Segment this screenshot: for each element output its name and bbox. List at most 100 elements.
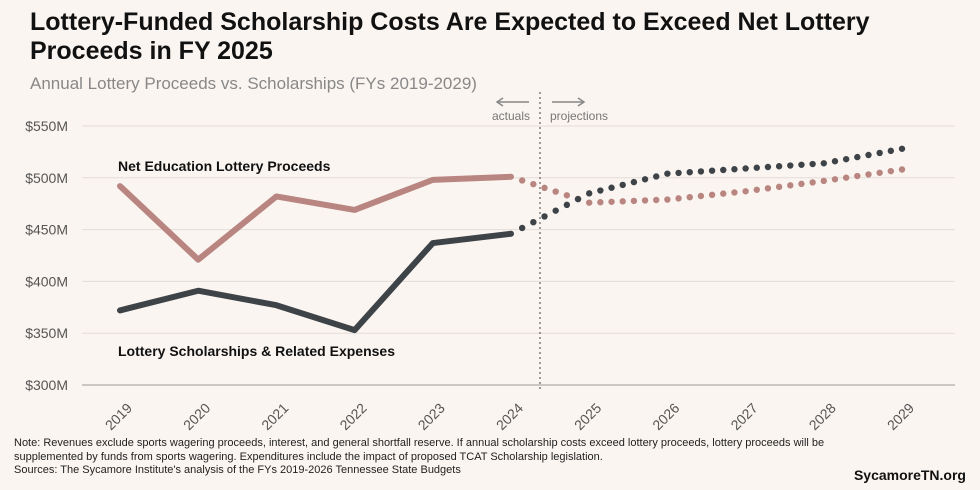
series-dot-projected-1 <box>742 165 749 172</box>
x-tick-label: 2029 <box>884 400 917 433</box>
x-tick-label: 2024 <box>493 400 526 433</box>
series-dot-projected-0 <box>742 188 749 195</box>
series-dot-projected-1 <box>753 164 760 171</box>
series-dot-projected-0 <box>831 176 839 183</box>
series-dot-projected-0 <box>608 198 615 205</box>
series-dot-projected-1 <box>865 151 872 159</box>
x-tick-label: 2022 <box>336 400 369 433</box>
series-dot-projected-1 <box>630 178 638 186</box>
series-dot-projected-0 <box>798 180 805 188</box>
series-dot-projected-0 <box>586 199 593 206</box>
series-dot-projected-1 <box>619 181 626 189</box>
series-dot-projected-0 <box>787 182 794 189</box>
series-dot-projected-0 <box>641 197 649 204</box>
series-dot-projected-0 <box>552 188 559 195</box>
series-dot-projected-1 <box>608 184 615 191</box>
note-line-3: Sources: The Sycamore Institute's analys… <box>14 464 461 476</box>
series-dot-projected-0 <box>664 196 671 203</box>
actuals-label: actuals <box>492 109 530 123</box>
series-dot-projected-0 <box>675 195 682 202</box>
x-tick-label: 2019 <box>102 400 135 433</box>
series-dot-projected-0 <box>653 196 660 204</box>
footnote: Note: Revenues exclude sports wagering p… <box>14 437 974 478</box>
x-axis-ticks: 2019 2020 2021 2022 2023 2024 2025 2026 2027 2028… <box>102 400 917 433</box>
series-dot-projected-1 <box>708 167 716 174</box>
y-tick-label: $350M <box>25 325 68 341</box>
series-dot-projected-0 <box>854 172 861 180</box>
projections-label: projections <box>550 109 608 123</box>
series-dot-projected-0 <box>865 171 872 178</box>
series-dot-projected-0 <box>731 189 738 196</box>
y-axis-ticks: $300M $350M $400M $450M $500M $550M <box>25 118 68 393</box>
series-dot-projected-0 <box>876 169 883 176</box>
series-dot-projected-0 <box>630 197 638 205</box>
x-tick-label: 2025 <box>571 400 604 433</box>
series-dot-projected-0 <box>597 199 604 206</box>
series-dot-projected-0 <box>563 192 571 199</box>
series-dot-projected-1 <box>697 168 705 175</box>
series-dot-projected-1 <box>854 153 861 161</box>
series-dot-projected-0 <box>518 177 526 184</box>
series-label-scholarships: Lottery Scholarships & Related Expenses <box>118 343 395 359</box>
series-dot-projected-1 <box>798 161 805 168</box>
series-dot-projected-1 <box>731 166 738 173</box>
chart-title: Lottery-Funded Scholarship Costs Are Exp… <box>30 8 870 65</box>
brand-logo-text: SycamoreTN.org <box>853 467 966 483</box>
series-dot-projected-0 <box>887 167 895 175</box>
line-chart: $300M $350M $400M $450M $500M $550M 2019 2020 2… <box>25 92 955 433</box>
series-dot-projected-1 <box>597 187 604 194</box>
series-dot-projected-0 <box>619 198 626 205</box>
series-dot-projected-1 <box>720 166 727 174</box>
series-dot-projected-0 <box>775 183 783 191</box>
series-dot-projected-0 <box>764 185 772 192</box>
series-dot-projected-1 <box>653 173 660 180</box>
series-dot-projected-0 <box>842 174 850 181</box>
series-dot-projected-1 <box>787 162 794 169</box>
series-dot-projected-1 <box>842 155 850 163</box>
series-dot-projected-1 <box>552 207 559 214</box>
x-tick-label: 2027 <box>727 400 760 433</box>
y-tick-label: $450M <box>25 222 68 238</box>
x-tick-label: 2026 <box>649 400 682 433</box>
series-dot-projected-0 <box>541 184 548 192</box>
chart-subtitle: Annual Lottery Proceeds vs. Scholarships… <box>30 74 477 93</box>
series-dot-projected-1 <box>563 201 571 209</box>
series-dot-projected-1 <box>876 149 883 157</box>
series-dot-projected-1 <box>518 224 526 232</box>
series-dot-projected-0 <box>697 192 705 200</box>
series-dot-projected-0 <box>708 191 716 199</box>
y-tick-label: $400M <box>25 273 68 289</box>
note-line-2: supplemented by funds from sports wageri… <box>14 450 603 463</box>
series-dot-projected-1 <box>686 168 693 176</box>
series-dot-projected-1 <box>664 170 671 177</box>
series-dot-projected-0 <box>809 179 816 186</box>
series-line-actual-1 <box>117 230 514 334</box>
series-line-actual-0 <box>117 173 514 263</box>
series-dot-projected-1 <box>530 219 537 226</box>
series-dot-projected-0 <box>720 190 727 197</box>
series-dot-projected-0 <box>820 177 827 185</box>
y-tick-label: $500M <box>25 170 68 186</box>
series-dot-projected-0 <box>686 193 693 201</box>
series-dot-projected-0 <box>753 186 760 193</box>
series-dot-projected-1 <box>586 190 593 197</box>
x-tick-label: 2020 <box>180 400 213 433</box>
series-dot-projected-1 <box>820 160 827 167</box>
gridlines <box>82 125 955 386</box>
y-tick-label: $550M <box>25 118 68 134</box>
series-label-net-proceeds: Net Education Lottery Proceeds <box>118 158 331 174</box>
series-dot-projected-1 <box>675 169 682 177</box>
series-dot-projected-0 <box>898 166 906 173</box>
series-dot-projected-1 <box>541 213 548 220</box>
y-tick-label: $300M <box>25 377 68 393</box>
x-tick-label: 2023 <box>415 400 448 433</box>
series-dot-projected-1 <box>831 158 839 165</box>
note-line-1: Note: Revenues exclude sports wagering p… <box>14 437 825 449</box>
series-dot-projected-1 <box>809 160 816 168</box>
left-arrow-icon <box>495 97 529 107</box>
x-tick-label: 2021 <box>258 400 291 433</box>
series-dot-projected-1 <box>887 147 895 155</box>
series-dot-projected-1 <box>764 163 772 171</box>
right-arrow-icon <box>552 97 586 107</box>
series-dot-projected-1 <box>641 176 649 183</box>
